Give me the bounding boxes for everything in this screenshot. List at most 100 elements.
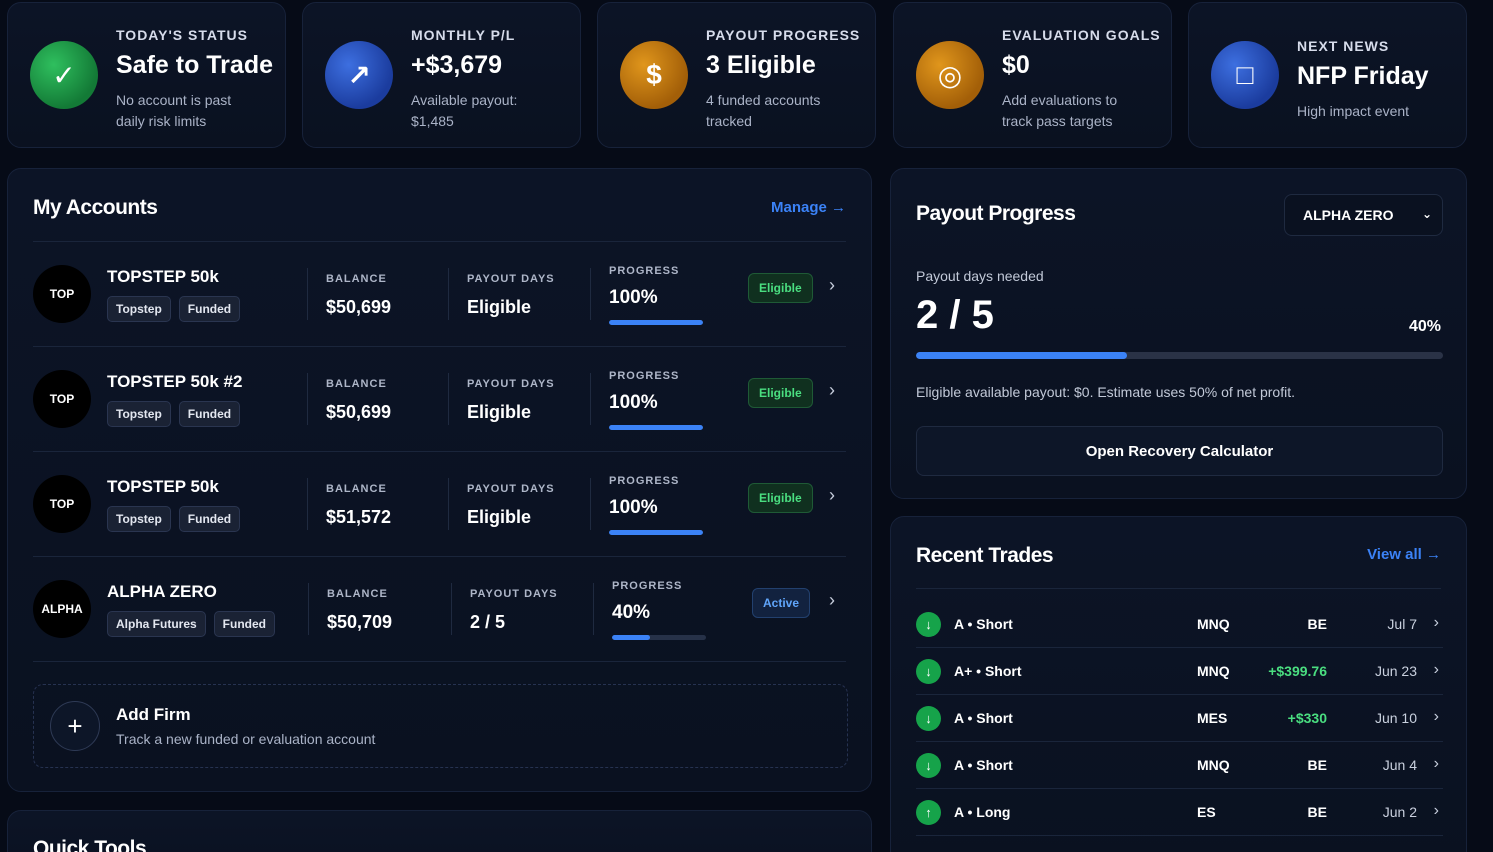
balance-value: $50,699 — [326, 402, 392, 422]
progress-label: PROGRESS — [612, 580, 683, 592]
account-row[interactable]: ALPHA ALPHA ZERO Alpha Futures Funded BA… — [33, 556, 848, 661]
divider — [916, 647, 1443, 648]
account-row[interactable]: TOP TOPSTEP 50k Topstep Funded BALANCE $… — [33, 451, 848, 556]
recent-trades-panel: Recent Trades View all → ↓ A • Short MNQ… — [890, 516, 1467, 852]
stat-sub: High impact event — [1297, 103, 1410, 119]
account-row[interactable]: TOP TOPSTEP 50k Topstep Funded BALANCE $… — [33, 241, 848, 346]
payout-percent: 40% — [1408, 318, 1441, 335]
payout-days-label: PAYOUT DAYS — [467, 483, 555, 495]
chevron-right-icon[interactable]: › — [829, 380, 835, 400]
add-firm-button[interactable]: + Add Firm Track a new funded or evaluat… — [33, 684, 848, 768]
stat-card-payout-progress: $ PAYOUT PROGRESS 3 Eligible 4 funded ac… — [597, 2, 876, 148]
stat-label: EVALUATION GOALS — [1002, 27, 1161, 43]
chevron-right-icon: › — [1433, 661, 1439, 678]
stat-value: $0 — [1002, 51, 1030, 79]
trade-setup: A • Short — [954, 616, 1013, 632]
trade-row[interactable]: ↓ A • Short MNQ BE Jun 4 › — [916, 742, 1443, 789]
payout-days-value: Eligible — [467, 507, 532, 527]
stat-value: +$3,679 — [411, 51, 503, 79]
chevron-right-icon[interactable]: › — [829, 275, 835, 295]
chevron-right-icon: › — [1433, 614, 1439, 631]
trade-result: BE — [1307, 804, 1327, 820]
divider — [448, 478, 449, 530]
stat-card-next-news: □ NEXT NEWS NFP Friday High impact event — [1188, 2, 1467, 148]
balance-label: BALANCE — [326, 273, 387, 285]
trade-date: Jun 2 — [1382, 804, 1417, 820]
divider — [451, 583, 452, 635]
payout-days-label: PAYOUT DAYS — [467, 378, 555, 390]
arrow-down-icon: ↓ — [916, 706, 941, 731]
view-all-link[interactable]: View all → — [1367, 546, 1441, 563]
divider — [308, 583, 309, 635]
manage-link[interactable]: Manage → — [770, 199, 846, 216]
stat-value: Safe to Trade — [116, 51, 273, 79]
progress-label: PROGRESS — [609, 265, 680, 277]
type-tag: Funded — [178, 296, 241, 322]
trade-row[interactable]: ↓ A • Short MES +$330 Jun 10 › — [916, 695, 1443, 742]
divider — [307, 478, 308, 530]
trade-row[interactable]: ↑ A • Long ES BE Jun 2 › — [916, 789, 1443, 836]
firm-logo: TOP — [33, 370, 91, 428]
progress-bar — [609, 320, 703, 325]
divider — [916, 694, 1443, 695]
trade-row[interactable]: ↓ A+ • Short MNQ +$399.76 Jun 23 › — [916, 648, 1443, 695]
trade-result: BE — [1307, 616, 1327, 632]
trade-symbol: ES — [1197, 804, 1216, 820]
firm-tag: Topstep — [107, 296, 171, 322]
arrow-up-icon: ↑ — [916, 800, 941, 825]
divider — [916, 835, 1443, 836]
balance-label: BALANCE — [326, 378, 387, 390]
progress-value: 100% — [609, 497, 658, 518]
account-row[interactable]: TOP TOPSTEP 50k #2 Topstep Funded BALANC… — [33, 346, 848, 451]
trade-result: +$399.76 — [1268, 663, 1327, 679]
trade-row[interactable]: ↓ A • Short MNQ BE Jul 7 › — [916, 601, 1443, 648]
target-icon: ◎ — [916, 41, 984, 109]
divider — [916, 741, 1443, 742]
firm-logo: ALPHA — [33, 580, 91, 638]
trade-setup: A • Long — [954, 804, 1011, 820]
stat-sub: Add evaluations to track pass targets — [1002, 92, 1118, 129]
chevron-down-icon: ⌄ — [1421, 207, 1432, 221]
account-select[interactable]: ALPHA ZERO ⌄ — [1284, 194, 1443, 236]
accounts-panel: My Accounts Manage → TOP TOPSTEP 50k Top… — [7, 168, 872, 792]
divider — [590, 268, 591, 320]
progress-label: PROGRESS — [609, 475, 680, 487]
trade-date: Jun 23 — [1374, 663, 1417, 679]
balance-label: BALANCE — [327, 588, 388, 600]
divider — [33, 241, 846, 242]
trade-result: +$330 — [1287, 710, 1327, 726]
chevron-right-icon[interactable]: › — [829, 590, 835, 610]
balance-value: $50,699 — [326, 297, 392, 317]
quick-tools-panel: Quick Tools — [7, 810, 872, 852]
status-badge: Eligible — [748, 483, 813, 513]
divider — [33, 346, 846, 347]
progress-bar — [612, 635, 706, 640]
chevron-right-icon: › — [1433, 708, 1439, 725]
stat-sub: Available payout: $1,485 — [411, 92, 518, 129]
account-name: TOPSTEP 50k — [107, 267, 219, 286]
arrow-down-icon: ↓ — [916, 612, 941, 637]
type-tag: Funded — [178, 506, 241, 532]
check-icon: ✓ — [30, 41, 98, 109]
payout-days-label: PAYOUT DAYS — [467, 273, 555, 285]
square-icon: □ — [1211, 41, 1279, 109]
quick-tools-title: Quick Tools — [33, 837, 147, 852]
stat-label: MONTHLY P/L — [411, 27, 516, 43]
balance-value: $50,709 — [327, 612, 393, 632]
stat-sub: No account is past daily risk limits — [116, 92, 232, 129]
account-name: ALPHA ZERO — [107, 582, 217, 601]
stat-card-monthly-pl: ↗ MONTHLY P/L +$3,679 Available payout: … — [302, 2, 581, 148]
chevron-right-icon[interactable]: › — [829, 485, 835, 505]
chevron-right-icon: › — [1433, 755, 1439, 772]
stat-sub: 4 funded accounts tracked — [706, 92, 821, 129]
trade-setup: A+ • Short — [954, 663, 1022, 679]
payout-days-value: 2 / 5 — [470, 612, 506, 632]
trades-title: Recent Trades — [916, 544, 1054, 567]
trade-setup: A • Short — [954, 757, 1013, 773]
type-tag: Funded — [178, 401, 241, 427]
status-badge: Eligible — [748, 378, 813, 408]
add-firm-title: Add Firm — [116, 705, 191, 724]
firm-logo: TOP — [33, 475, 91, 533]
progress-bar — [609, 530, 703, 535]
open-recovery-calculator-button[interactable]: Open Recovery Calculator — [916, 426, 1443, 476]
